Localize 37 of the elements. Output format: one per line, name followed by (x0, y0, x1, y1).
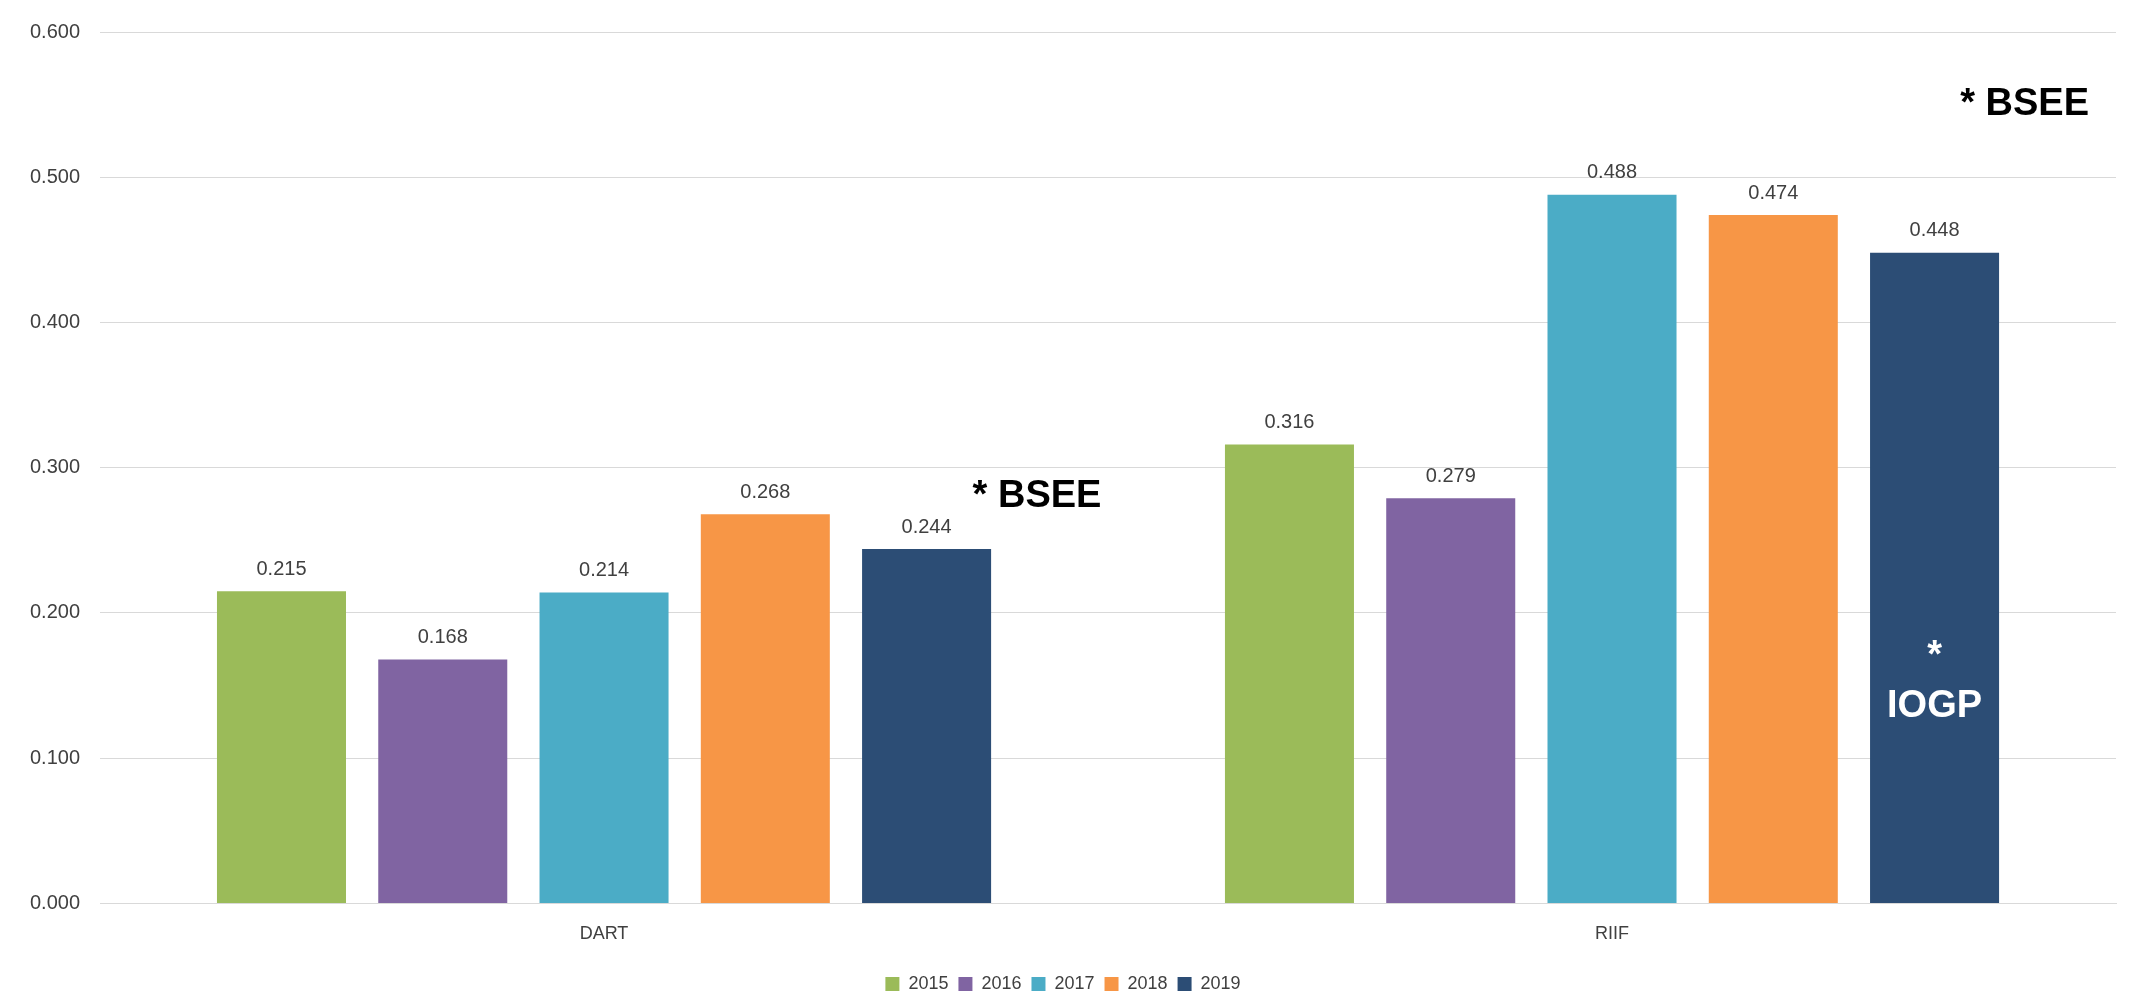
data-label: 0.448 (1909, 218, 1960, 241)
bar (1870, 252, 2000, 903)
x-tick-label: DART (579, 923, 629, 944)
legend-label: 2016 (981, 972, 1022, 993)
bar (1708, 214, 1838, 903)
legend-label: 2015 (908, 972, 949, 993)
annotation: * BSEE (972, 473, 1102, 516)
legend-label: 2019 (1200, 972, 1241, 993)
bar (1224, 444, 1354, 903)
y-tick-label: 0.100 (29, 745, 81, 768)
y-tick-label: 0.400 (29, 309, 81, 332)
annotation: * IOGP (1887, 632, 1983, 725)
bar (539, 592, 669, 903)
bar (216, 591, 346, 903)
y-tick-label: 0.300 (29, 455, 81, 478)
y-tick-label: 0.600 (29, 19, 81, 42)
data-label: 0.168 (417, 624, 468, 647)
y-tick-label: 0.200 (29, 600, 81, 623)
data-label: 0.279 (1425, 463, 1476, 486)
annotation: * BSEE (1960, 81, 2089, 124)
bar (378, 659, 508, 903)
legend-label: 2018 (1127, 972, 1168, 993)
y-tick-label: 0.000 (29, 890, 81, 913)
data-label: 0.316 (1264, 409, 1315, 432)
data-label: 0.488 (1586, 160, 1638, 183)
bar (1547, 194, 1677, 903)
data-label: 0.474 (1748, 180, 1799, 203)
data-label: 0.268 (740, 479, 791, 502)
x-tick-label: RIIF (1595, 923, 1630, 944)
data-label: 0.244 (901, 514, 952, 537)
y-tick-label: 0.500 (29, 164, 81, 187)
data-label: 0.214 (579, 558, 630, 581)
bar (1386, 498, 1516, 903)
bar (862, 549, 992, 903)
legend-label: 2017 (1054, 972, 1095, 993)
bar (700, 514, 830, 903)
data-label: 0.215 (256, 556, 307, 579)
